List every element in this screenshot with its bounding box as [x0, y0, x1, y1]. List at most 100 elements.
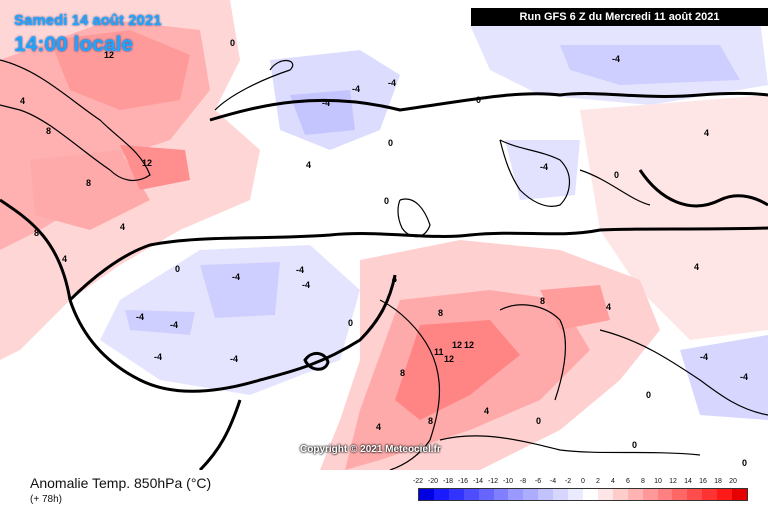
forecast-time: 14:00 locale	[14, 33, 134, 56]
contour-label: 4	[306, 160, 311, 170]
legend-swatch	[717, 489, 733, 500]
legend-swatch	[553, 489, 569, 500]
contour-label: -4	[232, 272, 240, 282]
contour-label: 4	[484, 406, 489, 416]
copyright-text: Copyright © 2021 Meteociel.fr	[300, 444, 441, 455]
coast-balkans	[599, 329, 768, 416]
legend-swatch	[419, 489, 434, 500]
cool-core-azores	[200, 262, 280, 318]
cool-zone-scandinavia	[505, 140, 580, 200]
legend-tick-label: -4	[549, 478, 557, 485]
anomaly-map: 0 4 8 12 4 8 4 0 -4 -4 -4 0 -4 -4 -4 -4 …	[0, 0, 768, 470]
legend-tick-label: 2	[596, 478, 600, 485]
color-scale-legend: -22 -20 -18 -16 -14 -12 -10 -8 -6 -4 -2 0 2 4 6 8 10 12 14…	[413, 478, 748, 501]
contour-label: 12	[444, 354, 454, 364]
map-variable-title: Anomalie Temp. 850hPa (°C)	[30, 475, 212, 491]
legend-swatch	[568, 489, 583, 500]
contour-label: 0	[230, 38, 235, 48]
contour-label: 12	[142, 158, 152, 168]
warm-zone-east-europe	[580, 95, 768, 340]
contour-south	[68, 274, 397, 393]
legend-swatch	[642, 489, 658, 500]
cool-core-south-atlantic	[125, 310, 195, 335]
contour-north	[209, 91, 768, 122]
forecast-lead-time: (+ 78h)	[30, 494, 62, 505]
contour-label: 0	[536, 416, 541, 426]
legend-swatch	[493, 489, 509, 500]
legend-swatch	[582, 489, 598, 500]
contour-label: -4	[352, 84, 360, 94]
contour-label: 0	[348, 318, 353, 328]
contour-island	[303, 352, 330, 371]
legend-tick-label: 6	[626, 478, 630, 485]
run-info-banner: Run GFS 6 Z du Mercredi 11 août 2021	[471, 8, 768, 26]
legend-swatch	[508, 489, 524, 500]
map-footer: Anomalie Temp. 850hPa (°C) (+ 78h) -22 -2…	[0, 470, 768, 512]
contour-label: 4	[606, 302, 611, 312]
contour-label: 8	[428, 416, 433, 426]
legend-swatch	[597, 489, 613, 500]
legend-swatch	[463, 489, 479, 500]
legend-swatch	[702, 489, 718, 500]
coast-scandinavia	[499, 139, 570, 207]
legend-swatch	[627, 489, 643, 500]
legend-tick-label: 18	[714, 478, 722, 485]
contour-label: 8	[86, 178, 91, 188]
contour-label: 0	[614, 170, 619, 180]
legend-tick-label: -6	[534, 478, 542, 485]
contour-label: -4	[302, 280, 310, 290]
cool-core-arctic	[560, 45, 740, 85]
contour-label: -4	[740, 372, 748, 382]
contour-label: 4	[120, 222, 125, 232]
legend-swatch	[523, 489, 539, 500]
legend-swatch	[672, 489, 688, 500]
legend-tick-label: 16	[699, 478, 707, 485]
legend-swatch	[538, 489, 554, 500]
contour-label: 12	[104, 50, 114, 60]
contour-label: 0	[175, 264, 180, 274]
coast-italy	[499, 304, 567, 401]
contour-label: -4	[136, 312, 144, 322]
contour-label: 4	[376, 422, 381, 432]
legend-labels: -22 -20 -18 -16 -14 -12 -10 -8 -6 -4 -2 0 2 4 6 8 10 12 14…	[413, 478, 748, 488]
legend-swatch	[687, 489, 703, 500]
coast-north-africa	[439, 435, 701, 456]
contour-label: -4	[170, 320, 178, 330]
legend-swatch	[448, 489, 464, 500]
legend-tick-label: 12	[669, 478, 677, 485]
contour-label: 0	[632, 440, 637, 450]
legend-tick-label: -22	[412, 478, 424, 485]
legend-color-bar	[418, 488, 748, 501]
contour-label: -4	[296, 265, 304, 275]
contour-label: 8	[34, 228, 39, 238]
contour-label: 4	[704, 128, 709, 138]
contour-label: 0	[388, 138, 393, 148]
legend-tick-label: -12	[487, 478, 499, 485]
contour-label: 8	[46, 126, 51, 136]
contour-value-labels: 0 4 8 12 4 8 4 0 -4 -4 -4 0 -4 -4 -4 -4 …	[20, 38, 748, 468]
contour-east	[638, 169, 768, 208]
legend-swatch	[612, 489, 628, 500]
legend-swatch	[478, 489, 494, 500]
legend-tick-label: 14	[684, 478, 692, 485]
contour-label: 4	[694, 262, 699, 272]
contour-label: -4	[700, 352, 708, 362]
legend-swatch	[433, 489, 449, 500]
legend-tick-label: -10	[502, 478, 514, 485]
contour-label: -4	[154, 352, 162, 362]
contour-label: -4	[388, 78, 396, 88]
contour-label: 4	[20, 96, 25, 106]
contour-label: -4	[540, 162, 548, 172]
legend-tick-label: 8	[641, 478, 645, 485]
warm-core-atlantic	[30, 150, 150, 230]
forecast-date: Samedi 14 août 2021	[14, 12, 162, 29]
coast-greenland	[0, 59, 151, 182]
coastlines	[0, 59, 768, 470]
legend-swatch	[732, 489, 747, 500]
contour-label: 0	[742, 458, 747, 468]
warm-core-alps	[540, 285, 610, 330]
legend-tick-label: 4	[611, 478, 615, 485]
cool-zone-black-sea	[680, 335, 768, 420]
contour-label: 0	[646, 390, 651, 400]
legend-tick-label: 20	[729, 478, 737, 485]
